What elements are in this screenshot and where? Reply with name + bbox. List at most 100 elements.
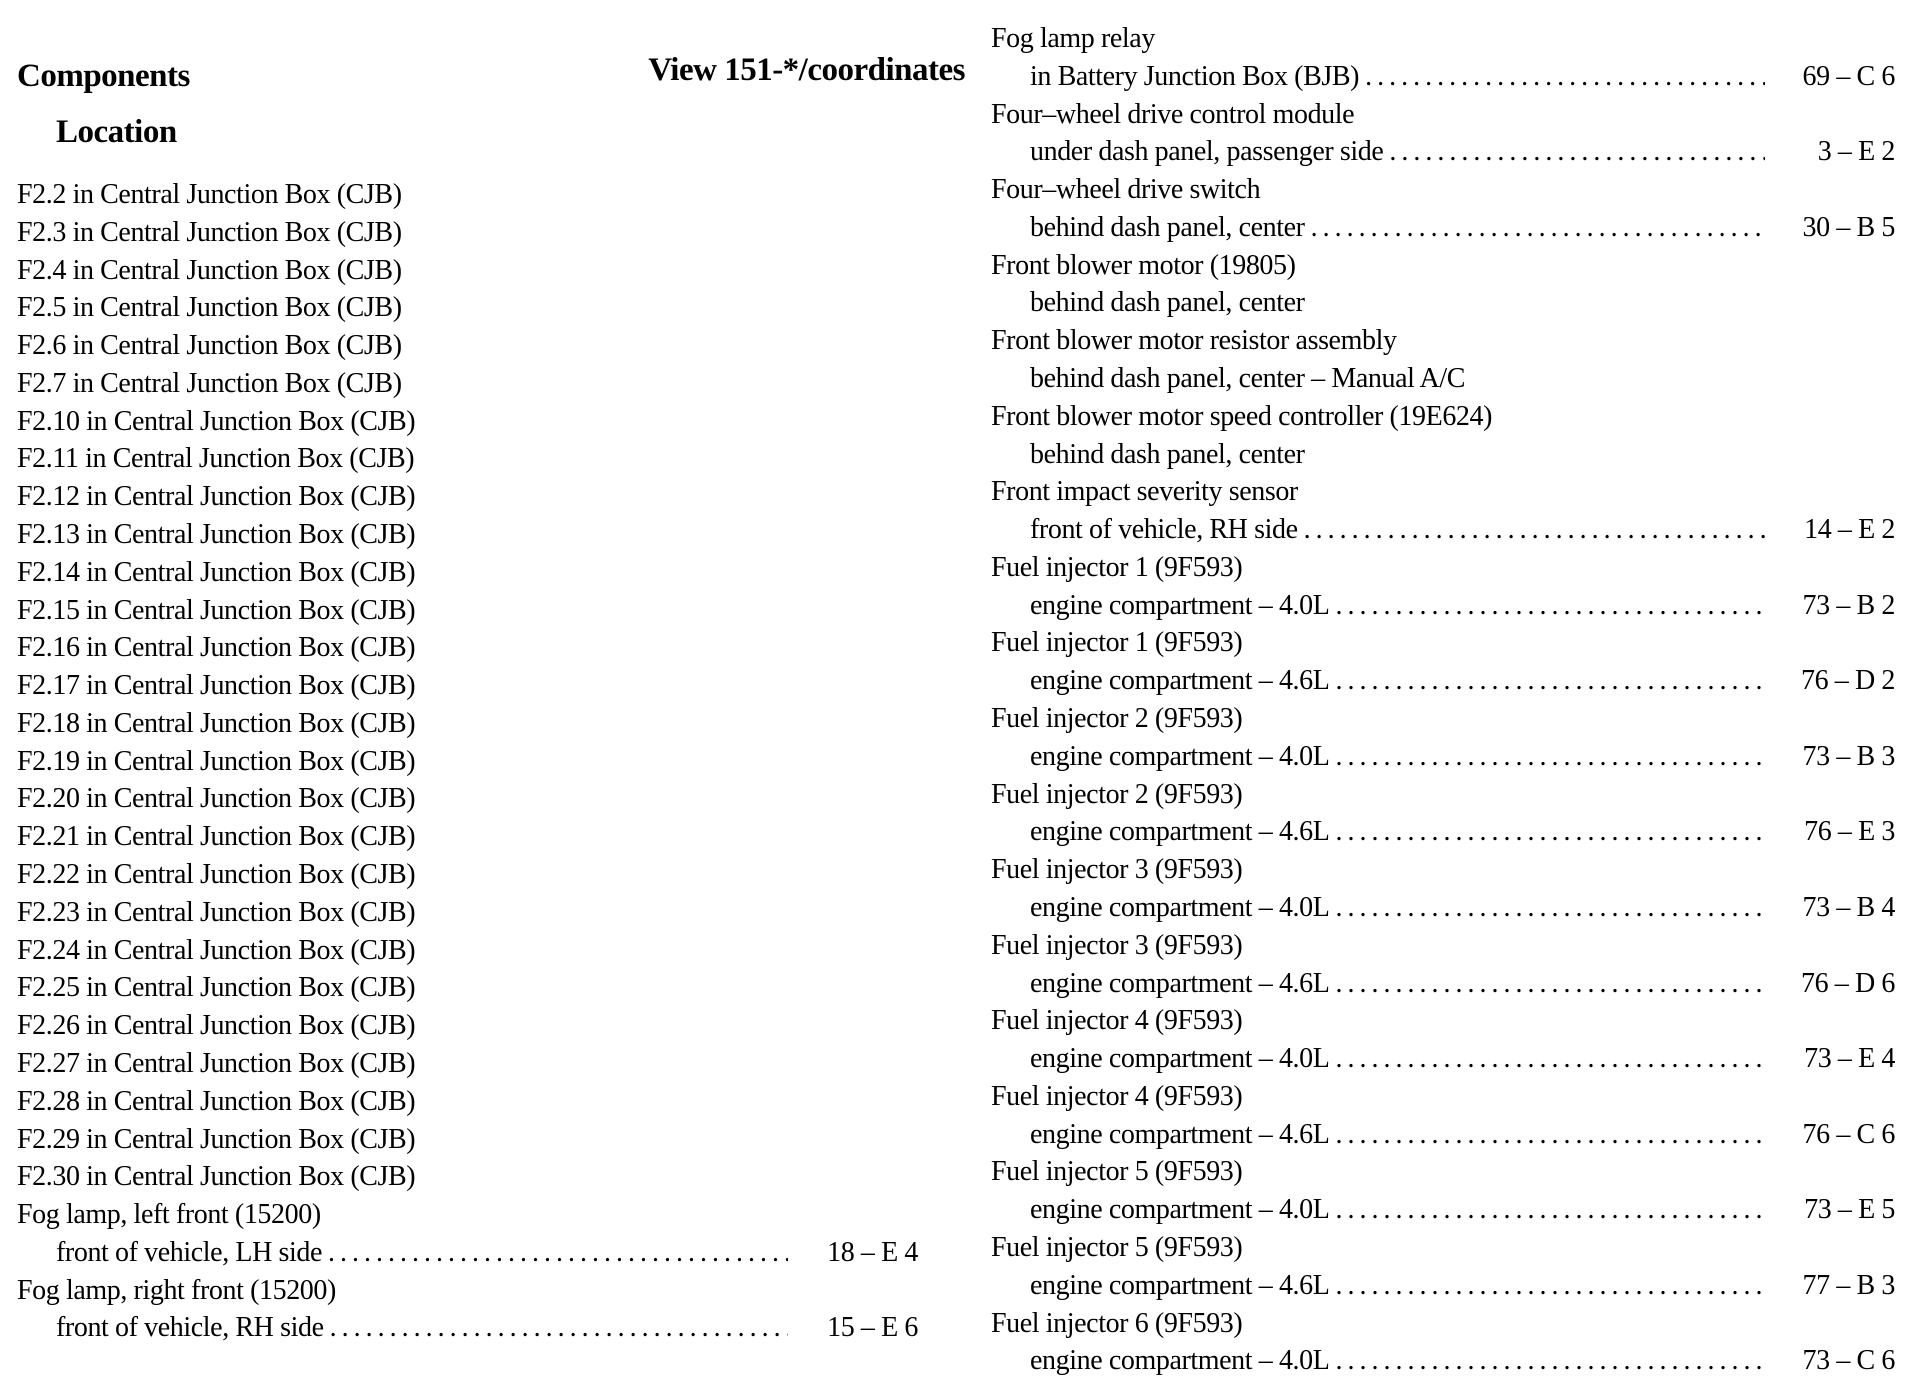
entry-text: F2.5 in Central Junction Box (CJB): [17, 292, 402, 324]
component-entry: F2.19 in Central Junction Box (CJB): [17, 743, 918, 781]
entry-text: F2.14 in Central Junction Box (CJB): [17, 556, 416, 588]
entry-text: under dash panel, passenger side: [1030, 136, 1384, 168]
entry-text: F2.12 in Central Junction Box (CJB): [17, 481, 416, 513]
component-entry: F2.15 in Central Junction Box (CJB): [17, 592, 918, 630]
component-entry: F2.10 in Central Junction Box (CJB): [17, 403, 918, 441]
view-coordinate-ref: 73 – E 5: [1804, 1194, 1895, 1226]
entry-text: engine compartment – 4.6L: [1030, 816, 1330, 848]
entry-text: engine compartment – 4.0L: [1030, 1043, 1330, 1075]
component-entry: Fuel injector 2 (9F593): [991, 700, 1895, 738]
entry-text: F2.20 in Central Junction Box (CJB): [17, 783, 416, 815]
entry-text: behind dash panel, center: [1030, 211, 1305, 243]
location-entry: engine compartment – 4.6L 76 – D 2: [991, 662, 1895, 700]
entry-text: behind dash panel, center: [1030, 438, 1305, 470]
view-coordinate-ref: 76 – C 6: [1802, 1118, 1896, 1150]
entry-text: Fuel injector 5 (9F593): [991, 1231, 1243, 1263]
dot-leader: [1335, 889, 1765, 927]
component-entry: F2.28 in Central Junction Box (CJB): [17, 1083, 918, 1121]
entry-text: Fuel injector 3 (9F593): [991, 854, 1243, 886]
dot-leader: [1335, 1267, 1765, 1305]
entry-text: F2.7 in Central Junction Box (CJB): [17, 367, 402, 399]
entry-text: F2.27 in Central Junction Box (CJB): [17, 1047, 416, 1079]
component-entry: Fuel injector 4 (9F593): [991, 1002, 1895, 1040]
component-entry: F2.6 in Central Junction Box (CJB): [17, 327, 918, 365]
entry-text: engine compartment – 4.0L: [1030, 891, 1330, 923]
component-entry: F2.4 in Central Junction Box (CJB): [17, 252, 918, 290]
entry-text: engine compartment – 4.6L: [1030, 967, 1330, 999]
entry-text: Front blower motor speed controller (19E…: [991, 400, 1493, 432]
component-entry: F2.11 in Central Junction Box (CJB): [17, 440, 918, 478]
entry-text: front of vehicle, RH side: [1030, 514, 1298, 546]
entry-text: front of vehicle, RH side: [56, 1312, 324, 1344]
entry-text: F2.17 in Central Junction Box (CJB): [17, 670, 416, 702]
entry-text: engine compartment – 4.6L: [1030, 1118, 1330, 1150]
entry-text: front of vehicle, LH side: [56, 1236, 323, 1268]
view-coordinate-ref: 76 – E 3: [1804, 816, 1895, 848]
entry-text: F2.16 in Central Junction Box (CJB): [17, 632, 416, 664]
entry-text: Fuel injector 2 (9F593): [991, 778, 1243, 810]
entry-text: Front blower motor resistor assembly: [991, 325, 1397, 357]
component-entry: Fuel injector 1 (9F593): [991, 549, 1895, 587]
component-entry: F2.7 in Central Junction Box (CJB): [17, 365, 918, 403]
entry-text: Fuel injector 5 (9F593): [991, 1156, 1243, 1188]
component-entry: F2.18 in Central Junction Box (CJB): [17, 705, 918, 743]
location-entry: front of vehicle, RH side 14 – E 2: [991, 511, 1895, 549]
location-entry: engine compartment – 4.6L 76 – E 3: [991, 813, 1895, 851]
dot-leader: [1335, 813, 1765, 851]
component-entry: Four–wheel drive switch: [991, 171, 1895, 209]
component-entry: Fuel injector 3 (9F593): [991, 851, 1895, 889]
component-entry: Fuel injector 2 (9F593): [991, 776, 1895, 814]
components-heading: Components: [17, 58, 190, 94]
component-entry: Fuel injector 5 (9F593): [991, 1229, 1895, 1267]
location-entry: engine compartment – 4.6L 76 – C 6: [991, 1116, 1895, 1154]
entry-text: behind dash panel, center – Manual A/C: [1030, 363, 1466, 395]
entry-text: Fuel injector 1 (9F593): [991, 627, 1243, 659]
dot-leader: [1389, 133, 1765, 171]
dot-leader: [328, 1234, 788, 1272]
view-coordinate-ref: 76 – D 6: [1800, 967, 1895, 999]
entry-text: F2.18 in Central Junction Box (CJB): [17, 707, 416, 739]
entry-text: F2.25 in Central Junction Box (CJB): [17, 972, 416, 1004]
entry-text: Four–wheel drive switch: [991, 174, 1261, 206]
location-entry: behind dash panel, center: [991, 436, 1895, 474]
component-entry: F2.23 in Central Junction Box (CJB): [17, 894, 918, 932]
dot-leader: [1335, 965, 1765, 1003]
view-coordinate-ref: 73 – E 4: [1804, 1043, 1895, 1075]
entry-text: engine compartment – 4.6L: [1030, 665, 1330, 697]
component-entry: F2.20 in Central Junction Box (CJB): [17, 780, 918, 818]
dot-leader: [1335, 738, 1765, 776]
location-entry: engine compartment – 4.0L 73 – B 4: [991, 889, 1895, 927]
view-coordinate-ref: 73 – B 2: [1802, 589, 1896, 621]
entry-text: F2.15 in Central Junction Box (CJB): [17, 594, 416, 626]
entry-text: engine compartment – 4.0L: [1030, 1345, 1330, 1377]
entry-text: F2.13 in Central Junction Box (CJB): [17, 519, 416, 551]
entry-text: F2.10 in Central Junction Box (CJB): [17, 405, 416, 437]
component-entry: F2.29 in Central Junction Box (CJB): [17, 1121, 918, 1159]
entry-text: Fog lamp, left front (15200): [17, 1199, 321, 1231]
location-entry: engine compartment – 4.0L 73 – B 2: [991, 587, 1895, 625]
entry-text: Front impact severity sensor: [991, 476, 1298, 508]
dot-leader: [1311, 209, 1765, 247]
view-coordinate-ref: 73 – C 6: [1802, 1345, 1896, 1377]
location-entry: in Battery Junction Box (BJB) 69 – C 6: [991, 58, 1895, 96]
entry-text: F2.2 in Central Junction Box (CJB): [17, 179, 402, 210]
entry-text: F2.6 in Central Junction Box (CJB): [17, 330, 402, 362]
view-coordinate-ref: 76 – D 2: [1800, 665, 1895, 697]
location-entry: engine compartment – 4.6L 77 – B 3: [991, 1267, 1895, 1305]
component-entry: F2.3 in Central Junction Box (CJB): [17, 214, 918, 252]
entry-text: engine compartment – 4.6L: [1030, 1269, 1330, 1301]
location-entry: behind dash panel, center 30 – B 5: [991, 209, 1895, 247]
view-coordinate-ref: 18 – E 4: [827, 1236, 918, 1268]
entry-text: Four–wheel drive control module: [991, 98, 1355, 130]
dot-leader: [1365, 58, 1765, 96]
view-coordinate-ref: 77 – B 3: [1802, 1269, 1896, 1301]
dot-leader: [1335, 1342, 1765, 1380]
entry-text: Fog lamp, right front (15200): [17, 1274, 336, 1306]
component-entry: F2.12 in Central Junction Box (CJB): [17, 478, 918, 516]
entry-text: F2.21 in Central Junction Box (CJB): [17, 821, 416, 853]
view-coordinate-ref: 30 – B 5: [1802, 211, 1896, 243]
dot-leader: [1335, 587, 1765, 625]
component-entry: Front blower motor (19805): [991, 247, 1895, 285]
component-entry: Fog lamp relay: [991, 20, 1895, 58]
component-entry: Fuel injector 1 (9F593): [991, 624, 1895, 662]
